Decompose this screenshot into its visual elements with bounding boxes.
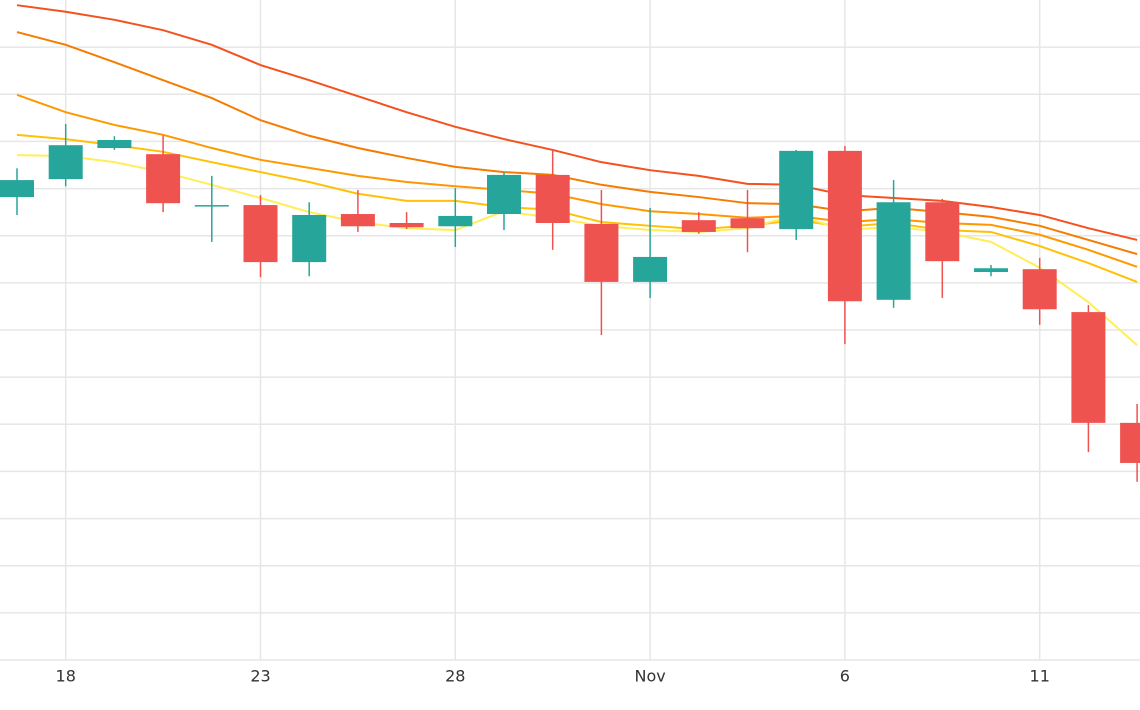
- x-tick-label: 23: [250, 667, 270, 686]
- candle-body: [48, 145, 83, 180]
- x-tick-label: 18: [56, 667, 76, 686]
- x-tick-label: 6: [840, 667, 850, 686]
- candle-body: [97, 140, 132, 149]
- candle-body: [827, 150, 862, 302]
- candle-body: [146, 154, 181, 204]
- moving-average-line: [16, 31, 1138, 256]
- moving-average-line: [16, 154, 1138, 346]
- candle-body: [779, 150, 814, 230]
- candle-body: [1120, 422, 1140, 463]
- candle-body: [243, 205, 278, 263]
- x-tick-label: Nov: [634, 667, 665, 686]
- candle-body: [535, 174, 570, 223]
- candle-body: [1022, 269, 1057, 310]
- candle-body: [584, 223, 619, 282]
- candle-body: [0, 180, 34, 198]
- candle-body: [681, 220, 716, 232]
- candle-body: [974, 268, 1008, 273]
- candle-body: [730, 218, 765, 229]
- candle-body: [389, 222, 424, 228]
- moving-average-line: [16, 4, 1138, 241]
- x-tick-label: 28: [445, 667, 465, 686]
- x-tick-label: 11: [1030, 667, 1050, 686]
- candle-body: [340, 214, 375, 227]
- candle-body: [876, 202, 911, 300]
- candle-body: [925, 202, 960, 262]
- candle-body: [194, 205, 229, 207]
- candle-body: [292, 214, 327, 263]
- candle-body: [487, 174, 521, 215]
- candle-body: [633, 256, 668, 282]
- candle-body: [1071, 312, 1106, 423]
- candle-body: [438, 215, 473, 227]
